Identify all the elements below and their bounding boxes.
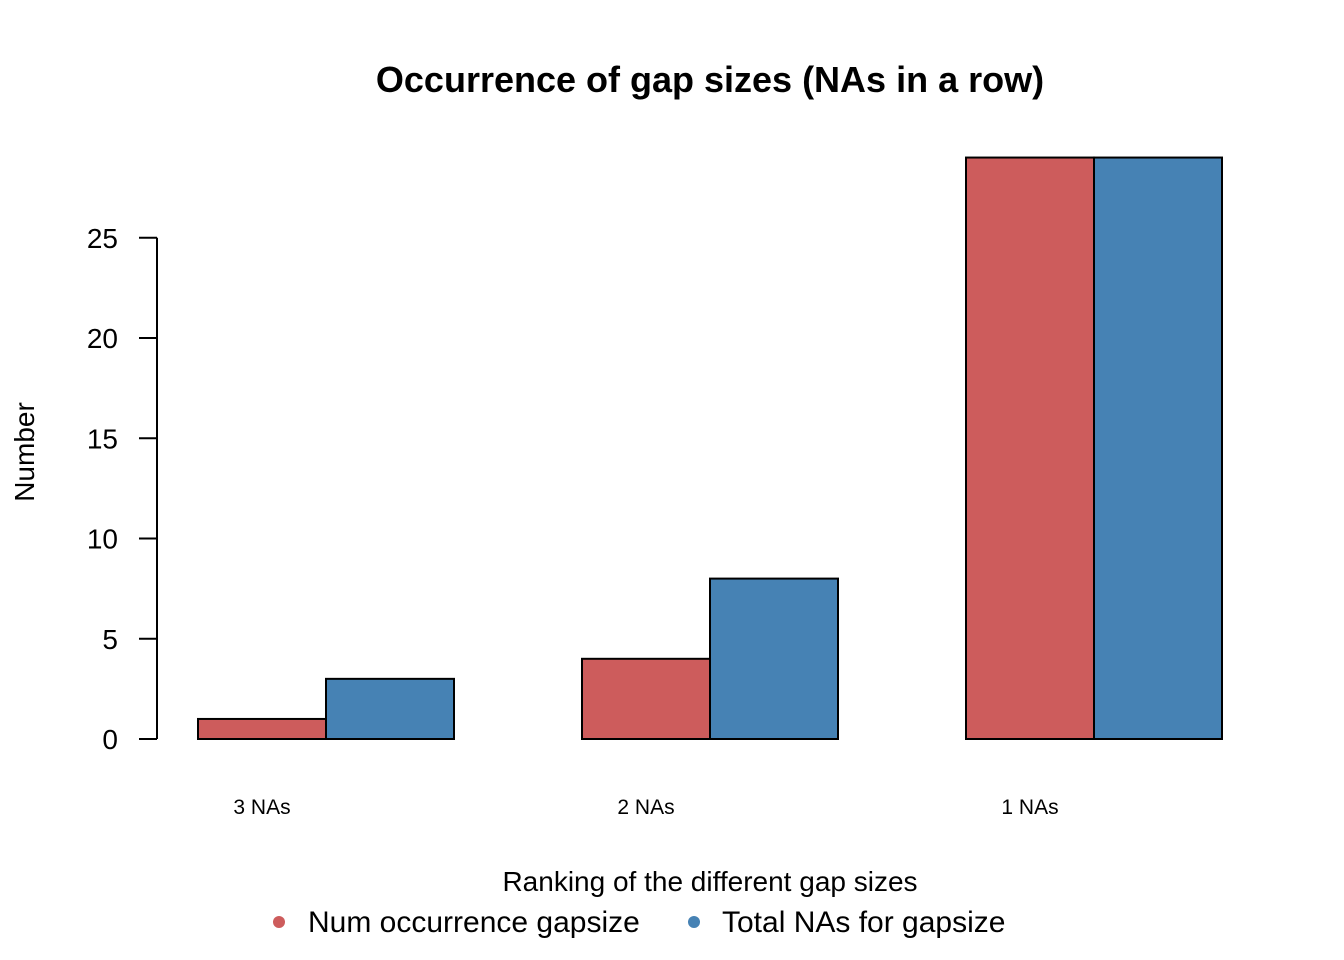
y-tick-label: 15 [87,423,118,454]
category-labels: 3 NAs 2 NAs 1 NAs [233,796,1058,819]
legend-label-num-occurrence: Num occurrence gapsize [308,906,640,939]
bar-num-occurrence-3-nas [197,717,327,741]
bar-num-occurrence-1-nas [965,156,1095,741]
x-axis-label: Ranking of the different gap sizes [502,866,917,897]
y-axis-label: Number [9,402,40,502]
bars-group [197,156,1223,741]
legend-marker-total-nas [688,916,700,928]
bar-total-nas-2-nas [709,577,839,740]
y-tick-label: 20 [87,323,118,354]
category-label: 2 NAs [617,796,674,819]
bar-total-nas-3-nas [325,677,455,740]
y-tick-label: 10 [87,524,118,555]
y-tick-label: 5 [102,624,118,655]
bar-total-nas-1-nas [1093,156,1223,741]
bar-num-occurrence-2-nas [581,657,711,740]
chart-title: Occurrence of gap sizes (NAs in a row) [376,59,1044,100]
category-label: 1 NAs [1001,796,1058,819]
y-tick-label: 0 [102,724,118,755]
legend-label-total-nas: Total NAs for gapsize [722,906,1005,939]
y-tick-label: 25 [87,223,118,254]
category-label: 3 NAs [233,796,290,819]
y-axis: 0 5 10 15 20 25 [87,223,158,755]
legend-marker-num-occurrence [273,916,285,928]
legend: Num occurrence gapsize Total NAs for gap… [273,906,1005,939]
